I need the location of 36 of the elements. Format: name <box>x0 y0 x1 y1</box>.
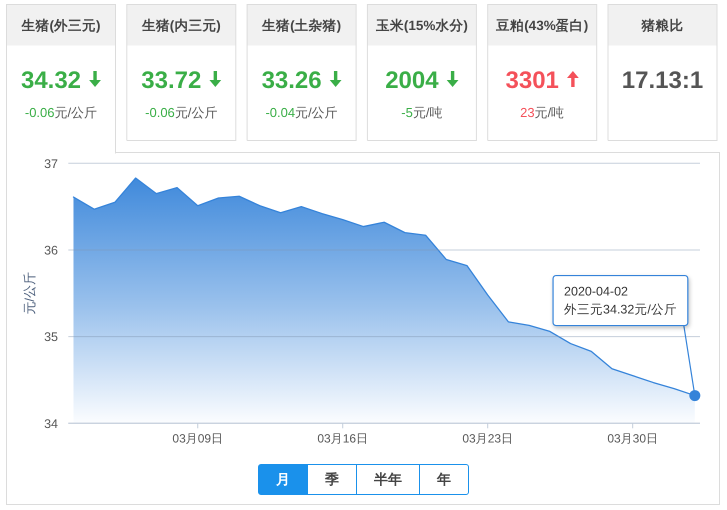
data-label: 2004 <box>385 67 440 94</box>
data-label: 33.26 <box>262 67 322 94</box>
x-tick-label: 03月09日 <box>172 431 224 446</box>
y-tick-label: 35 <box>44 330 58 344</box>
data-label: -0.06 <box>145 105 175 120</box>
text: 元/公斤 <box>174 105 218 120</box>
text: 元/公斤 <box>54 105 98 120</box>
y-tick-label: 34 <box>44 416 58 431</box>
data-label: 34.32 <box>20 67 82 94</box>
button: 半年 <box>356 464 420 495</box>
x-tick-label: 03月23日 <box>462 431 514 446</box>
text: 元/公斤 <box>295 105 338 120</box>
text: 生猪(土杂猪) <box>261 18 342 33</box>
button: 季 <box>307 464 357 495</box>
data-label: 33.72 <box>141 67 202 94</box>
data-label: 3301 <box>506 67 559 94</box>
text: 豆粕(43%蛋白) <box>495 18 588 33</box>
text: 元/吨 <box>412 105 442 120</box>
y-tick-label: 36 <box>44 243 58 258</box>
data-label: -0.04 <box>265 105 296 120</box>
x-tick-label: 03月30日 <box>607 431 658 446</box>
data-label: -0.06 <box>24 105 55 120</box>
button: 年 <box>419 464 469 495</box>
text: 元/吨 <box>534 105 564 120</box>
y-tick-label: 37 <box>44 156 58 171</box>
data-label: 23 <box>520 105 535 120</box>
text: 猪粮比 <box>640 18 684 33</box>
text: 玉米(15%水分) <box>374 18 468 33</box>
annotation: 2020-04-02 外三元34.32元/公斤 <box>564 284 677 317</box>
button: 月 <box>258 464 308 495</box>
x-tick-label: 03月16日 <box>317 431 368 446</box>
text: 生猪(内三元) <box>140 18 221 33</box>
data-label: -5 <box>401 105 413 120</box>
text: 17.13:1 <box>622 67 704 94</box>
text: 生猪(外三元) <box>20 18 100 33</box>
y-axis-title: 元/公斤 <box>22 272 37 315</box>
